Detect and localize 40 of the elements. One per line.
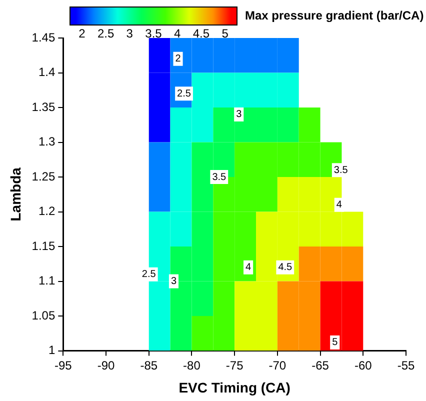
annotation: 2.5 — [142, 269, 156, 280]
annotation: 2.5 — [177, 88, 192, 100]
x-axis-title: EVC Timing (CA) — [178, 379, 290, 396]
annotation: 4.5 — [278, 262, 293, 274]
y-tick-label: 1.15 — [32, 238, 56, 253]
y-tick-label: 1.3 — [38, 134, 56, 149]
x-tick-label: -55 — [397, 358, 415, 372]
annotation: 3 — [170, 276, 177, 288]
annotation: 5 — [332, 337, 338, 348]
annotation: 4 — [246, 262, 252, 274]
annotation: 3.5 — [334, 164, 348, 176]
y-axis-title: Lambda — [7, 167, 24, 222]
x-tick-label: -65 — [312, 358, 330, 372]
x-tick-label: -60 — [354, 358, 372, 372]
annotation: 4 — [336, 200, 342, 211]
x-tick-label: -90 — [97, 358, 116, 372]
y-tick-label: 1.45 — [32, 30, 56, 44]
annotation: 3 — [236, 109, 242, 120]
x-tick-label: -80 — [183, 358, 201, 372]
color-bar-label: 3.5 — [145, 26, 162, 40]
color-bar-label: 4 — [174, 26, 182, 40]
color-bar-label: 4.5 — [192, 26, 210, 40]
color-bar-label: 2.5 — [97, 26, 114, 40]
y-tick-label: 1.05 — [32, 308, 56, 322]
y-tick-label: 1.35 — [32, 100, 56, 114]
color-bar-title: Max pressure gradient (bar/CA) — [245, 8, 424, 22]
y-tick-label: 1.1 — [38, 274, 56, 288]
y-tick-label: 1 — [48, 343, 56, 358]
y-tick-label: 1.25 — [32, 169, 56, 184]
x-tick-label: -95 — [54, 358, 72, 372]
annotation: 2 — [175, 54, 182, 65]
x-tick-label: -75 — [226, 358, 244, 372]
annotation: 3.5 — [212, 172, 227, 183]
color-bar-label: 2 — [78, 26, 86, 40]
y-tick-label: 1.4 — [38, 65, 56, 80]
x-tick-label: -85 — [140, 358, 158, 372]
y-tick-label: 1.2 — [38, 204, 56, 218]
color-bar-label: 3 — [126, 26, 134, 40]
x-tick-label: -70 — [268, 358, 286, 372]
color-bar-label: 5 — [222, 26, 229, 40]
